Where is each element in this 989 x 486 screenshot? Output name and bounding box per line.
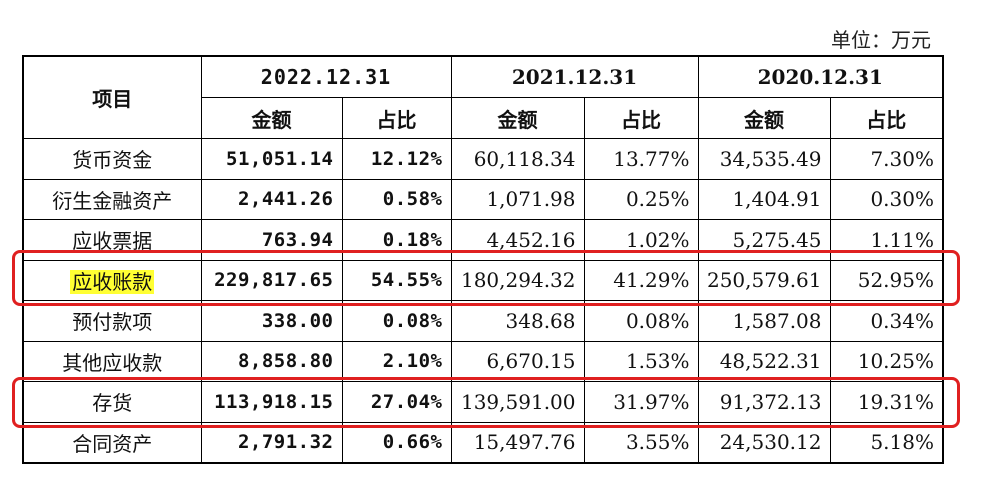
data-row: 应收账款 229,817.65 54.55% 180,294.32 41.29% 250,… [22,259,944,301]
ratio-cell: 13.77% [583,138,699,180]
header-sub: 占比 [583,97,699,139]
amount-cell: 1,587.08 [697,300,831,342]
subheader-row: 金额 占比 金额 占比 金额 占比 [23,97,944,139]
row-label-text: 应收账款 [70,269,155,294]
amount-cell: 139,591.00 [450,381,585,423]
header-item: 项目 [22,55,202,139]
ratio-cell: 1.53% [583,340,699,382]
amount-cell: 113,918.15 [200,381,343,423]
ratio-cell: 3.55% [583,421,699,464]
row-label-text: 存货 [92,391,133,416]
ratio-cell: 7.30% [829,138,944,180]
amount-cell: 60,118.34 [450,138,585,180]
ratio-cell: 0.08% [341,300,452,342]
ratio-cell: 1.02% [583,219,699,261]
ratio-cell: 0.25% [583,178,699,220]
row-label: 预付款项 [22,300,202,342]
amount-cell: 91,372.13 [697,381,831,423]
data-row: 存货 113,918.15 27.04% 139,591.00 31.97% 91,372… [22,381,944,423]
amount-cell: 4,452.16 [450,219,585,261]
balance-table: 项目 2022.12.31 2021.12.31 2020.12.31 金额 占比 金额 占比… [22,55,944,464]
ratio-cell: 54.55% [341,259,452,301]
amount-cell: 1,071.98 [450,178,585,220]
amount-cell: 338.00 [200,300,343,342]
header-sub: 金额 [200,97,343,139]
row-label: 衍生金融资产 [22,178,202,220]
row-label: 其他应收款 [22,340,202,382]
ratio-cell: 10.25% [829,340,944,382]
row-label-text: 预付款项 [72,310,153,335]
data-row: 应收票据 763.94 0.18% 4,452.16 1.02% 5,275.45 1.11… [22,219,944,261]
unit-label: 单位：万元 [831,28,931,52]
row-label: 合同资产 [22,421,202,464]
amount-cell: 229,817.65 [200,259,343,301]
row-label-text: 衍生金融资产 [52,188,173,213]
amount-cell: 2,441.26 [200,178,343,220]
amount-cell: 15,497.76 [450,421,585,464]
row-label-text: 其他应收款 [62,350,163,375]
header-sub: 占比 [829,97,944,139]
ratio-cell: 0.30% [829,178,944,220]
row-label-text: 合同资产 [72,431,153,456]
ratio-cell: 5.18% [829,421,944,464]
amount-cell: 48,522.31 [697,340,831,382]
amount-cell: 763.94 [200,219,343,261]
ratio-cell: 41.29% [583,259,699,301]
row-label: 存货 [22,381,202,423]
ratio-cell: 1.11% [829,219,944,261]
header-sub: 占比 [341,97,452,139]
ratio-cell: 0.34% [829,300,944,342]
data-row: 预付款项 338.00 0.08% 348.68 0.08% 1,587.08 0.34% [22,300,944,342]
row-label: 应收账款 [22,259,202,301]
header-row: 项目 2022.12.31 2021.12.31 2020.12.31 [22,55,944,139]
ratio-cell: 31.97% [583,381,699,423]
ratio-cell: 0.18% [341,219,452,261]
row-label-text: 应收票据 [72,229,153,254]
header-sub: 金额 [697,97,831,139]
amount-cell: 8,858.80 [200,340,343,382]
amount-cell: 250,579.61 [697,259,831,301]
row-label: 货币资金 [22,138,202,180]
header-period: 2020.12.31 [697,55,944,98]
row-label-text: 货币资金 [72,148,153,173]
amount-cell: 24,530.12 [697,421,831,464]
ratio-cell: 0.66% [341,421,452,464]
ratio-cell: 12.12% [341,138,452,180]
data-row: 货币资金 51,051.14 12.12% 60,118.34 13.77% 34,535… [22,138,944,180]
data-row: 合同资产 2,791.32 0.66% 15,497.76 3.55% 24,530.12… [22,421,944,464]
header-sub: 金额 [450,97,585,139]
header-period: 2021.12.31 [450,55,699,98]
amount-cell: 51,051.14 [200,138,343,180]
amount-cell: 6,670.15 [450,340,585,382]
header-period: 2022.12.31 [200,55,452,98]
ratio-cell: 2.10% [341,340,452,382]
amount-cell: 1,404.91 [697,178,831,220]
row-label: 应收票据 [22,219,202,261]
data-row: 其他应收款 8,858.80 2.10% 6,670.15 1.53% 48,522.31… [22,340,944,382]
amount-cell: 180,294.32 [450,259,585,301]
data-row: 衍生金融资产 2,441.26 0.58% 1,071.98 0.25% 1,404.91… [22,178,944,220]
ratio-cell: 27.04% [341,381,452,423]
ratio-cell: 0.08% [583,300,699,342]
ratio-cell: 52.95% [829,259,944,301]
amount-cell: 348.68 [450,300,585,342]
ratio-cell: 0.58% [341,178,452,220]
ratio-cell: 19.31% [829,381,944,423]
amount-cell: 34,535.49 [697,138,831,180]
amount-cell: 2,791.32 [200,421,343,464]
amount-cell: 5,275.45 [697,219,831,261]
